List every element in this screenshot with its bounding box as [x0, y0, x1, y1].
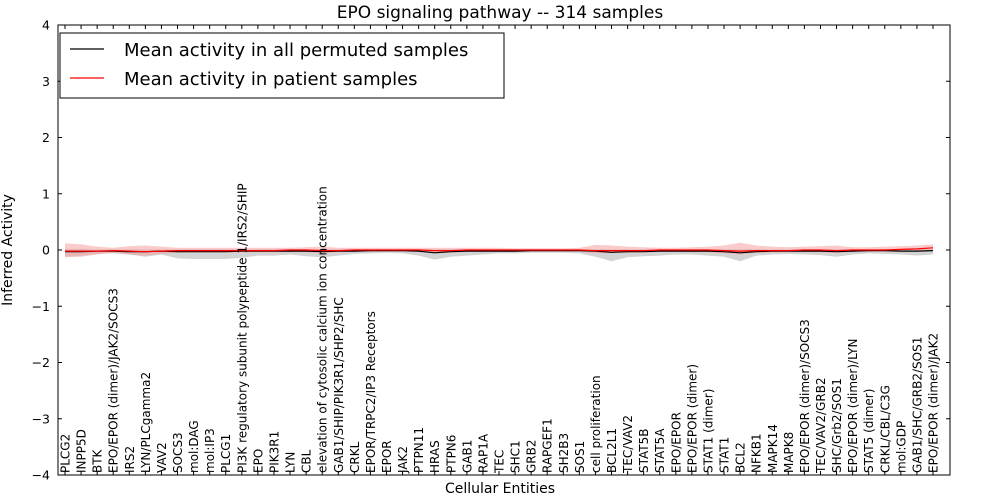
- x-tick-label: RAPGEF1: [541, 418, 555, 473]
- x-tick-label: EPO/EPOR: [669, 412, 683, 473]
- x-tick-label: CBL: [300, 449, 314, 473]
- legend-box: [59, 32, 505, 99]
- y-tick-label: 1: [42, 186, 50, 201]
- y-tick-label: −3: [32, 411, 50, 426]
- x-tick-label: cell proliferation: [589, 375, 603, 473]
- x-tick-label: EPOR/TRPC2/IP3 Receptors: [364, 311, 378, 473]
- x-tick-label: STAT1: [718, 437, 732, 473]
- x-tick-label: TEC/VAV2/GRB2: [814, 377, 828, 474]
- x-tick-label: INPP5D: [75, 429, 89, 473]
- x-tick-label: HRAS: [428, 440, 442, 473]
- x-tick-label: RAP1A: [476, 433, 490, 473]
- y-axis-title: Inferred Activity: [0, 194, 16, 306]
- x-tick-label: GAB1: [460, 440, 474, 473]
- x-tick-label: STAT5 (dimer): [862, 389, 876, 473]
- y-tick-label: 2: [42, 130, 50, 145]
- x-tick-label: EPO/EPOR (dimer)/SOCS3: [798, 319, 812, 473]
- y-tick-label: −4: [32, 468, 50, 483]
- x-tick-label: LYN/PLCgamma2: [139, 372, 153, 473]
- legend-label-patient: Mean activity in patient samples: [124, 69, 418, 90]
- x-tick-label: PIK3R1: [268, 431, 282, 473]
- x-tick-label: GAB1/SHC/GRB2/SOS1: [910, 337, 924, 473]
- x-tick-label: MAPK14: [766, 424, 780, 473]
- x-tick-label: mol:DAG: [187, 420, 201, 473]
- x-tick-label: EPO/EPOR (dimer): [685, 364, 699, 473]
- legend-label-permuted: Mean activity in all permuted samples: [124, 40, 468, 61]
- x-tick-label: BTK: [91, 448, 105, 473]
- legend: Mean activity in all permuted samples Me…: [59, 32, 505, 99]
- x-axis-labels: PLCG2 INPP5D BTK EPO/EPOR (dimer)/JAK2/SOCS…: [59, 25, 941, 475]
- x-tick-label: EPO/EPOR (dimer)/JAK2: [927, 333, 941, 473]
- x-tick-label: EPO/EPOR (dimer)/LYN: [846, 339, 860, 473]
- x-tick-label: SH2B3: [557, 433, 571, 473]
- plot-frame: [57, 24, 951, 476]
- x-tick-label: SHC1: [509, 440, 523, 473]
- x-tick-label: GAB1/SHIP/PIK3R1/SHP2/SHC: [332, 297, 346, 473]
- x-tick-label: mol:IP3: [203, 428, 217, 473]
- y-tick-label: −1: [32, 299, 50, 314]
- x-tick-label: STAT5B: [637, 429, 651, 474]
- x-tick-label: PTPN11: [412, 427, 426, 473]
- x-tick-label: BCL2L1: [605, 428, 619, 473]
- x-tick-label: NFKB1: [750, 433, 764, 473]
- x-tick-label: PI3K regulatory subunit polypeptide 1/IR…: [235, 183, 249, 473]
- x-tick-label: EPO: [251, 449, 265, 473]
- x-tick-label: SOCS3: [171, 432, 185, 473]
- x-tick-label: mol:GDP: [894, 421, 908, 473]
- x-tick-label: MAPK8: [782, 432, 796, 473]
- x-tick-label: BCL2: [734, 442, 748, 473]
- y-tick-label: 0: [42, 243, 50, 258]
- x-tick-label: VAV2: [155, 442, 169, 473]
- x-tick-label: TEC: [493, 450, 507, 474]
- x-tick-label: EPOR: [380, 440, 394, 473]
- x-tick-label: SHC/Grb2/SOS1: [830, 378, 844, 473]
- x-tick-label: PLCG2: [59, 434, 73, 473]
- x-tick-label: STAT1 (dimer): [702, 389, 716, 473]
- y-axis: 4 3 2 1 0 −1 −2 −3 −4: [32, 18, 950, 483]
- x-tick-label: GRB2: [525, 439, 539, 473]
- x-tick-label: IRS2: [123, 446, 137, 473]
- chart-title: EPO signaling pathway -- 314 samples: [337, 3, 664, 23]
- y-tick-label: −2: [32, 355, 50, 370]
- x-tick-label: PLCG1: [219, 434, 233, 473]
- x-tick-label: LYN: [284, 452, 298, 473]
- x-tick-label: CRKL/CBL/C3G: [878, 385, 892, 473]
- x-tick-label: elevation of cytosolic calcium ion conce…: [316, 186, 330, 473]
- y-tick-label: 3: [42, 74, 50, 89]
- y-tick-label: 4: [42, 18, 50, 33]
- x-tick-label: STAT5A: [653, 428, 667, 473]
- line-layer: [65, 247, 934, 254]
- x-tick-label: TEC/VAV2: [621, 415, 635, 474]
- x-tick-label: PTPN6: [444, 435, 458, 473]
- x-tick-label: SOS1: [573, 441, 587, 473]
- x-axis-title: Cellular Entities: [445, 481, 555, 497]
- x-tick-label: JAK2: [396, 446, 410, 474]
- x-tick-label: EPO/EPOR (dimer)/JAK2/SOCS3: [107, 288, 121, 473]
- line-series-1: [65, 247, 934, 253]
- x-tick-label: CRKL: [348, 441, 362, 473]
